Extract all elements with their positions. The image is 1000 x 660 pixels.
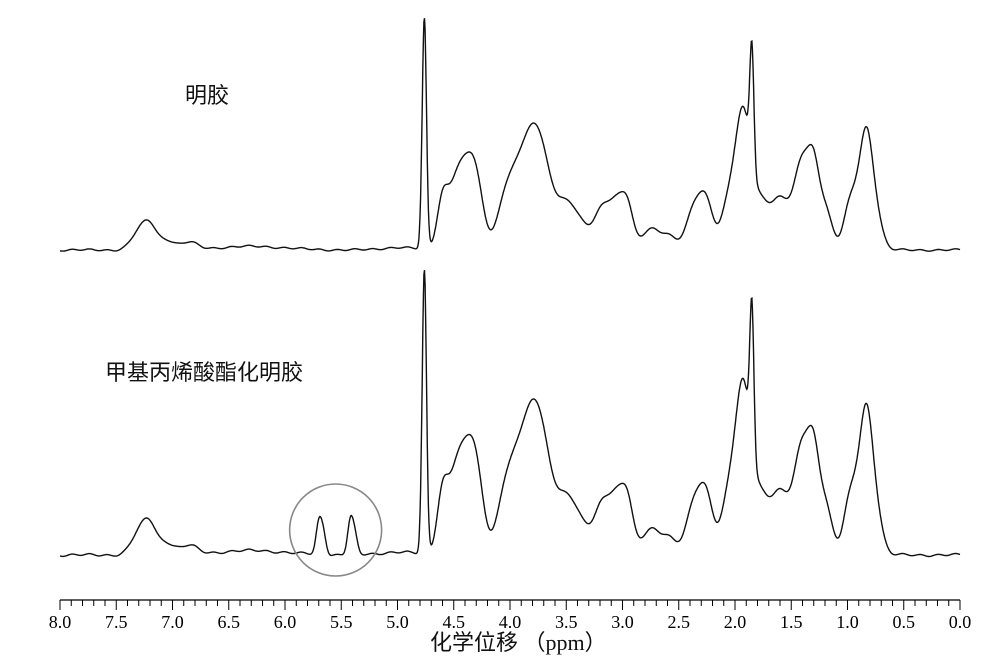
x-tick-label: 2.5: [668, 612, 691, 632]
x-tick-label: 1.0: [836, 612, 859, 632]
panel2-label: 甲基丙烯酸酯化明胶: [105, 355, 303, 387]
x-tick-label: 3.0: [611, 612, 634, 632]
x-tick-label: 0.5: [893, 612, 916, 632]
spectrum-panel1: [60, 18, 960, 251]
x-axis-label: 化学位移 （ppm）: [430, 625, 607, 657]
x-tick-label: 8.0: [49, 612, 72, 632]
x-tick-label: 1.5: [780, 612, 803, 632]
x-tick-label: 5.5: [330, 612, 353, 632]
spectrum-panel2: [60, 270, 960, 556]
x-tick-label: 2.0: [724, 612, 747, 632]
x-tick-label: 7.0: [161, 612, 184, 632]
x-tick-label: 5.0: [386, 612, 409, 632]
x-tick-label: 6.0: [274, 612, 297, 632]
panel1-label: 明胶: [185, 78, 229, 110]
x-tick-label: 6.5: [218, 612, 241, 632]
nmr-figure: 0.00.51.01.52.02.53.03.54.04.55.05.56.06…: [0, 0, 1000, 660]
highlight-circle: [290, 484, 382, 576]
x-tick-label: 7.5: [105, 612, 128, 632]
x-tick-label: 0.0: [949, 612, 972, 632]
